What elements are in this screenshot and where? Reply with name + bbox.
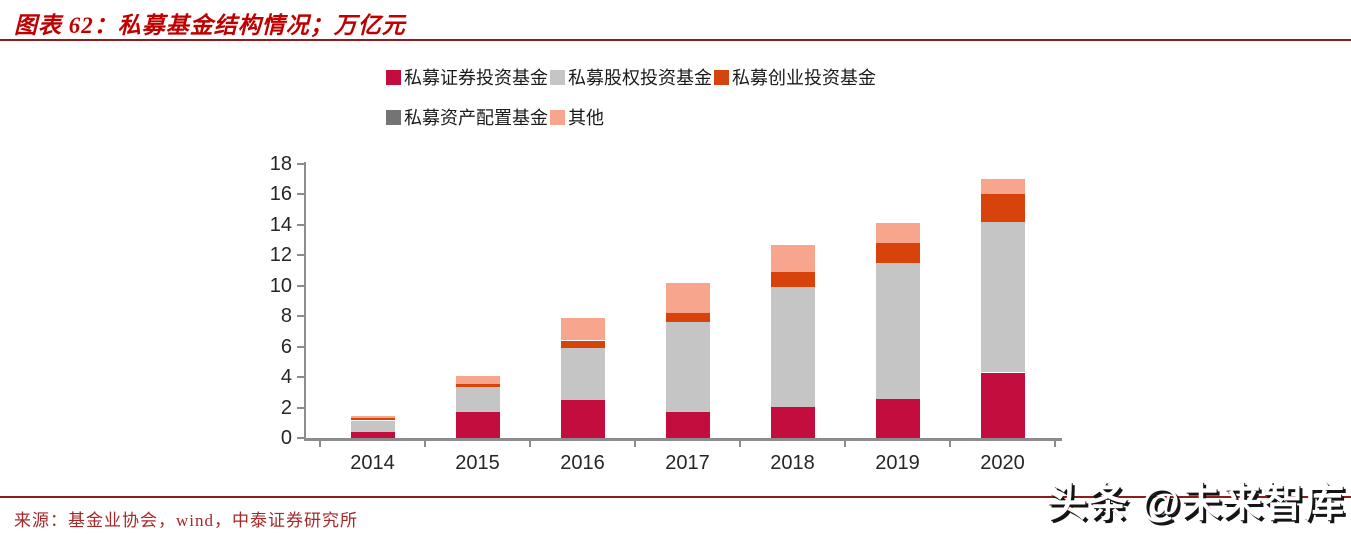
bar-segment: [980, 179, 1025, 194]
bar-2015: [455, 164, 500, 438]
source-note: 来源：基金业协会，wind，中泰证券研究所: [14, 511, 358, 530]
y-axis-label: 12: [269, 244, 292, 267]
y-axis-tick: [297, 163, 305, 165]
bar-segment: [350, 415, 395, 419]
chart-legend: 私募证券投资基金 私募股权投资基金 私募创业投资基金 私募资产配置基金 其他: [386, 64, 878, 144]
x-axis-tick: [529, 441, 531, 447]
legend-item: 私募股权投资基金: [550, 64, 714, 90]
legend-item: 私募创业投资基金: [714, 64, 878, 90]
title-underline: [0, 39, 1351, 41]
bar-segment: [980, 372, 1025, 438]
x-axis-label: 2015: [455, 452, 500, 474]
x-axis-label: 2018: [770, 452, 815, 474]
x-axis: [304, 438, 1062, 441]
legend-swatch-icon: [550, 109, 565, 125]
bar-segment: [560, 348, 605, 400]
y-axis-tick: [297, 406, 305, 409]
bar-2020: [980, 164, 1025, 438]
bar-segment: [560, 317, 605, 341]
bar-segment: [770, 272, 815, 288]
bar-segment: [455, 387, 500, 413]
x-axis-label: 2019: [875, 452, 920, 474]
y-axis-tick: [297, 223, 305, 226]
watermark: 头条 @未来智库: [1046, 481, 1345, 525]
bar-segment: [560, 399, 605, 438]
bar-segment: [455, 375, 500, 384]
x-axis-tick: [634, 441, 636, 447]
y-axis-label: 6: [280, 335, 292, 358]
y-axis: [304, 162, 306, 441]
legend-label: 其他: [568, 108, 604, 128]
bar-segment: [875, 243, 920, 263]
legend-swatch-icon: [714, 69, 729, 85]
y-axis-tick: [297, 193, 305, 196]
bar-2019: [875, 164, 920, 438]
y-axis-label: 2: [280, 396, 292, 419]
legend-label: 私募资产配置基金: [404, 108, 548, 128]
y-axis-label: 8: [280, 305, 292, 328]
y-axis-tick: [297, 315, 305, 318]
legend-row: 私募资产配置基金 其他: [386, 104, 878, 130]
x-axis-label: 2017: [665, 452, 710, 474]
legend-swatch-icon: [386, 69, 401, 85]
bar-2014: [350, 164, 395, 438]
x-axis-tick: [739, 441, 741, 447]
y-axis-label: 16: [269, 183, 292, 206]
y-axis-label: 0: [280, 427, 292, 449]
y-axis-tick: [297, 254, 305, 257]
y-axis-tick: [297, 376, 305, 379]
y-axis-tick: [297, 345, 305, 348]
bar-2017: [665, 164, 710, 438]
x-axis-tick: [844, 441, 846, 447]
y-axis-label: 18: [269, 153, 292, 175]
bar-segment: [980, 221, 1025, 373]
legend-swatch-icon: [550, 69, 565, 85]
y-axis-label: 4: [280, 366, 292, 389]
bar-2018: [770, 164, 815, 438]
bar-segment: [560, 340, 605, 349]
y-axis-tick: [297, 284, 305, 287]
x-axis-label: 2020: [980, 452, 1025, 474]
legend-label: 私募创业投资基金: [732, 68, 876, 88]
bar-segment: [665, 313, 710, 322]
bar-segment: [665, 321, 710, 413]
bar-segment: [350, 420, 395, 432]
bar-segment: [980, 193, 1025, 222]
legend-item: 其他: [550, 104, 606, 130]
y-axis-label: 10: [269, 274, 292, 297]
x-axis-label: 2014: [350, 452, 395, 474]
bar-segment: [455, 384, 500, 387]
legend-item: 私募资产配置基金: [386, 104, 550, 130]
x-axis-tick: [1054, 441, 1056, 447]
bar-2016: [560, 164, 605, 438]
x-axis-tick: [319, 441, 321, 447]
legend-swatch-icon: [386, 109, 401, 125]
bar-segment: [665, 282, 710, 314]
bar-segment: [455, 412, 500, 438]
legend-row: 私募证券投资基金 私募股权投资基金 私募创业投资基金: [386, 64, 878, 90]
bar-segment: [665, 412, 710, 438]
legend-label: 私募股权投资基金: [568, 68, 712, 88]
x-axis-label: 2016: [560, 452, 605, 474]
y-axis-tick: [297, 437, 305, 439]
x-axis-tick: [949, 441, 951, 447]
page-title: 图表 62：私募基金结构情况；万亿元: [14, 13, 406, 38]
legend-item: 私募证券投资基金: [386, 64, 550, 90]
bar-segment: [875, 399, 920, 438]
bar-segment: [770, 244, 815, 273]
legend-label: 私募证券投资基金: [404, 68, 548, 88]
x-axis-tick: [424, 441, 426, 447]
bar-segment: [770, 406, 815, 438]
bar-segment: [875, 223, 920, 244]
bar-segment: [350, 418, 395, 421]
footer-rule: [0, 496, 1351, 498]
bar-segment: [875, 262, 920, 400]
bar-segment: [770, 287, 815, 407]
bar-segment: [350, 431, 395, 438]
y-axis-label: 14: [269, 213, 292, 236]
